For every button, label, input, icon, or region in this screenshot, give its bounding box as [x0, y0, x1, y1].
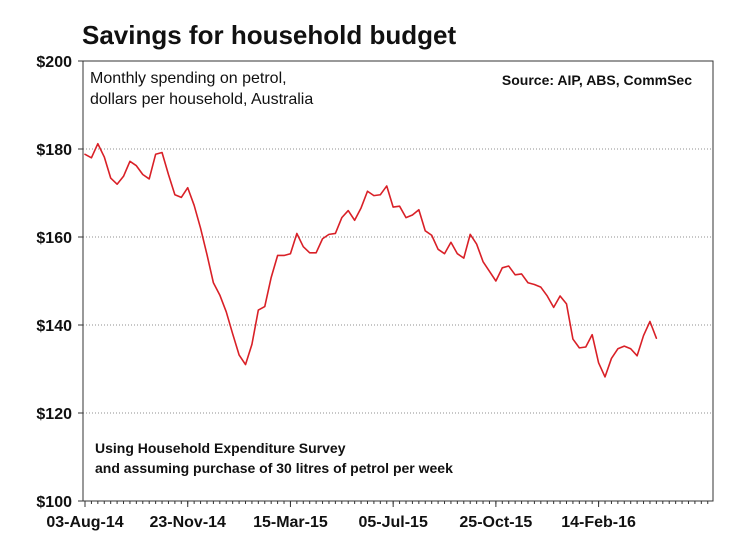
y-axis-tick-label: $160	[36, 230, 72, 247]
y-axis-tick-label: $100	[36, 494, 72, 511]
y-axis-tick-label: $180	[36, 142, 72, 159]
x-axis-tick-label: 15-Mar-15	[253, 514, 328, 531]
x-axis-tick-label: 05-Jul-15	[358, 514, 427, 531]
y-axis-tick-label: $120	[36, 406, 72, 423]
x-axis-tick-label: 14-Feb-16	[561, 514, 636, 531]
grid-layer	[83, 148, 713, 414]
y-axis-tick-label: $200	[36, 54, 72, 71]
petrol-spending-line	[84, 142, 658, 378]
x-axis-tick-label: 25-Oct-15	[459, 514, 532, 531]
x-axis-tick-label: 23-Nov-14	[149, 514, 226, 531]
chart-title: Savings for household budget	[82, 20, 457, 50]
chart-subtitle-line-2: dollars per household, Australia	[90, 91, 313, 108]
chart-note-line-2: and assuming purchase of 30 litres of pe…	[95, 460, 453, 476]
y-axis-tick-label: $140	[36, 318, 72, 335]
chart-source: Source: AIP, ABS, CommSec	[502, 72, 692, 88]
plot-area-frame	[82, 60, 714, 502]
series-layer	[84, 142, 658, 378]
chart-subtitle-line-1: Monthly spending on petrol,	[90, 70, 287, 87]
chart-note-line-1: Using Household Expenditure Survey	[95, 440, 346, 456]
tick-layer: $100 $120 $140 $160 $180 $200 03-Aug-14 23-Nov-…	[36, 54, 709, 531]
x-axis-tick-label: 03-Aug-14	[46, 514, 123, 531]
